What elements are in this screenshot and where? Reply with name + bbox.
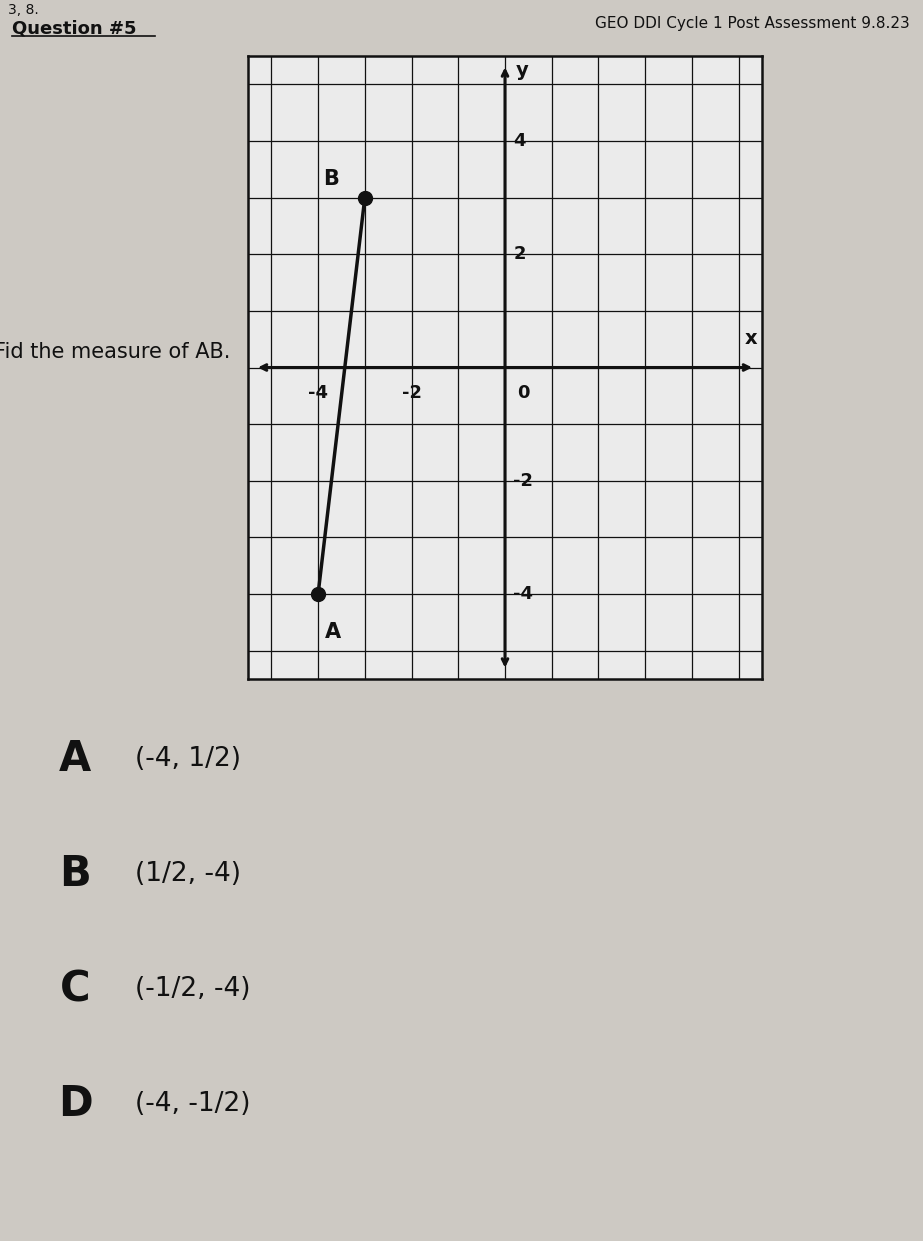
Text: B: B xyxy=(59,853,90,895)
Text: 4: 4 xyxy=(513,132,526,150)
Text: D: D xyxy=(57,1083,92,1126)
Text: -2: -2 xyxy=(513,472,533,490)
Text: y: y xyxy=(515,61,528,79)
Text: -4: -4 xyxy=(513,585,533,603)
Text: -4: -4 xyxy=(308,385,328,402)
Text: (-4, -1/2): (-4, -1/2) xyxy=(135,1091,250,1117)
Text: B: B xyxy=(323,169,339,189)
Text: -2: -2 xyxy=(402,385,422,402)
Text: A: A xyxy=(59,738,91,781)
Text: 3, 8.: 3, 8. xyxy=(8,2,39,17)
Text: Fid the measure of AB.: Fid the measure of AB. xyxy=(0,343,230,362)
Text: (1/2, -4): (1/2, -4) xyxy=(135,861,241,887)
Text: x: x xyxy=(745,329,758,347)
Text: A: A xyxy=(325,623,342,643)
Text: Question #5: Question #5 xyxy=(12,19,137,37)
Text: (-1/2, -4): (-1/2, -4) xyxy=(135,975,250,1001)
Text: C: C xyxy=(60,968,90,1010)
Text: 0: 0 xyxy=(517,385,529,402)
Text: 2: 2 xyxy=(513,246,526,263)
Text: GEO DDI Cycle 1 Post Assessment 9.8.23: GEO DDI Cycle 1 Post Assessment 9.8.23 xyxy=(595,16,910,31)
Text: (-4, 1/2): (-4, 1/2) xyxy=(135,746,241,772)
